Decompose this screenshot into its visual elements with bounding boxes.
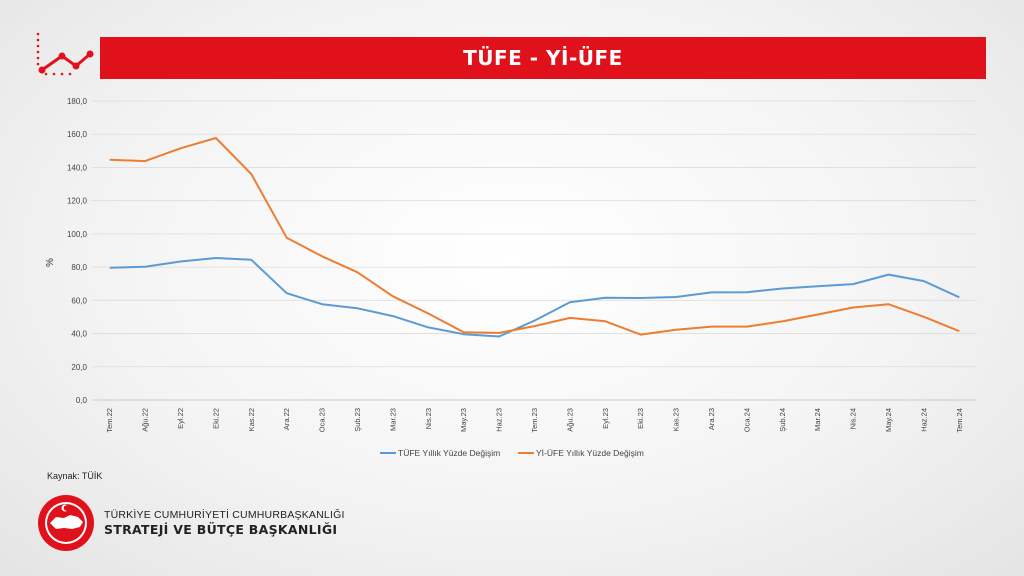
series-line [109, 257, 960, 338]
x-tick-label: Oca.24 [742, 408, 751, 432]
x-tick-label: Nis.23 [424, 408, 433, 429]
x-tick-label: Şub.23 [353, 408, 362, 432]
y-axis-ticks: 0,0 20,0 40,0 60,0 80,0 100,0 120,0 140,0 160,0 1… [67, 97, 88, 405]
y-tick-label: 80,0 [71, 263, 87, 272]
y-tick-label: 160,0 [67, 130, 88, 139]
legend-label: Yİ-ÜFE Yıllık Yüzde Değişim [536, 448, 644, 458]
line-chart-icon [36, 32, 94, 76]
org-name-line1: TÜRKİYE CUMHURİYETİ CUMHURBAŞKANLIĞI [104, 509, 345, 521]
x-tick-label: Haz.23 [495, 408, 504, 432]
series-1 [109, 257, 960, 338]
legend-label: TÜFE Yıllık Yüzde Değişim [398, 448, 500, 458]
x-tick-label: Şub.24 [778, 408, 787, 432]
emblem-icon [38, 495, 94, 551]
chart-legend: TÜFE Yıllık Yüzde Değişim Yİ-ÜFE Yıllık Y… [380, 448, 644, 458]
x-tick-label: Ara.22 [282, 408, 291, 430]
y-tick-label: 180,0 [67, 97, 88, 106]
y-tick-label: 0,0 [76, 396, 88, 405]
y-tick-label: 120,0 [67, 197, 88, 206]
y-tick-label: 60,0 [71, 296, 87, 305]
x-axis-ticks: Tem.22 Ağu.22 Eyl.22 Eki.22 Kas.22 Ara.22 Oca.… [105, 408, 964, 433]
y-tick-label: 40,0 [71, 330, 87, 339]
x-tick-label: Kas.23 [672, 408, 681, 431]
chart-gridlines [92, 100, 977, 401]
x-tick-label: Tem.24 [955, 408, 964, 433]
x-tick-label: Mar.24 [813, 408, 822, 431]
x-tick-label: Oca.23 [318, 408, 327, 432]
x-tick-label: Tem.22 [105, 408, 114, 433]
x-tick-label: Eyl.22 [176, 408, 185, 429]
x-tick-label: Eki.22 [211, 408, 220, 429]
series-line [109, 137, 960, 336]
x-tick-label: Haz.24 [919, 408, 928, 432]
y-tick-label: 140,0 [67, 163, 88, 172]
chart-series [109, 137, 960, 338]
x-tick-label: May.24 [884, 408, 893, 432]
y-axis-label: % [45, 258, 56, 267]
x-tick-label: May.23 [459, 408, 468, 432]
x-tick-label: Kas.22 [247, 408, 256, 431]
y-tick-label: 20,0 [71, 363, 87, 372]
x-tick-label: Ağu.22 [141, 408, 150, 432]
source-note: Kaynak: TÜİK [47, 471, 103, 481]
x-tick-label: Ağu.23 [565, 408, 574, 432]
page-title: TÜFE - Yİ-ÜFE [100, 37, 986, 79]
x-tick-label: Eyl.23 [601, 408, 610, 429]
x-tick-label: Mar.23 [388, 408, 397, 431]
series-2 [109, 137, 960, 336]
y-tick-label: 100,0 [67, 230, 88, 239]
x-tick-label: Ara.23 [707, 408, 716, 430]
x-tick-label: Tem.23 [530, 408, 539, 433]
org-name-line2: STRATEJİ VE BÜTÇE BAŞKANLIĞI [104, 522, 338, 537]
x-tick-label: Eki.23 [636, 408, 645, 429]
x-tick-label: Nis.24 [849, 408, 858, 429]
